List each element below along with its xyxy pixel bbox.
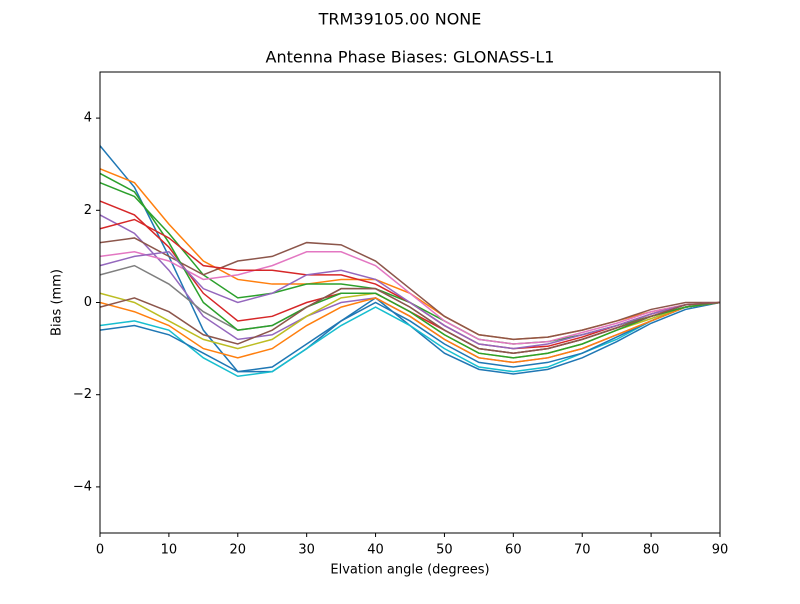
suptitle: TRM39105.00 NONE	[318, 10, 482, 29]
y-tick-label: −4	[73, 479, 92, 494]
data-line	[99, 301, 721, 373]
data-line	[99, 251, 721, 345]
chart-title: Antenna Phase Biases: GLONASS-L1	[266, 48, 555, 67]
x-tick-label: 20	[230, 543, 247, 558]
data-line	[99, 172, 721, 359]
y-tick-label: 0	[84, 295, 92, 310]
x-tick-label: 0	[96, 543, 104, 558]
data-line	[99, 287, 721, 354]
x-tick-label: 50	[436, 543, 453, 558]
data-line	[99, 145, 721, 375]
y-tick-label: 2	[84, 203, 92, 218]
data-line	[99, 168, 721, 341]
x-tick-label: 90	[712, 543, 729, 558]
x-axis-label: Elvation angle (degrees)	[330, 563, 489, 578]
x-tick-label: 80	[643, 543, 660, 558]
x-tick-label: 60	[505, 543, 522, 558]
data-line	[99, 297, 721, 364]
y-axis-label: Bias (mm)	[50, 269, 65, 336]
x-tick-label: 70	[574, 543, 591, 558]
data-line	[99, 250, 721, 350]
x-tick-label: 30	[298, 543, 315, 558]
x-tick-label: 40	[367, 543, 384, 558]
y-tick-label: −2	[73, 387, 92, 402]
data-line	[99, 237, 720, 341]
axes-frame	[99, 71, 721, 534]
x-tick-label: 10	[161, 543, 178, 558]
y-tick-label: 4	[84, 111, 92, 126]
data-line	[99, 301, 721, 378]
